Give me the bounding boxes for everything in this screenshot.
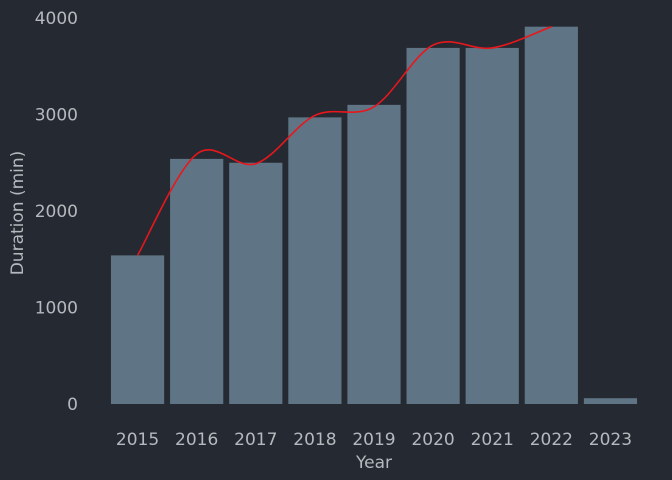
- bar-2020: [406, 47, 460, 405]
- bars-group: [110, 26, 638, 405]
- trend-line: [136, 25, 552, 256]
- x-tick-label-2020: 2020: [411, 430, 454, 450]
- bar-2015: [110, 255, 165, 404]
- x-axis-title: Year: [355, 453, 392, 473]
- x-tick-label-2022: 2022: [530, 430, 573, 450]
- y-tick-label-3000: 3000: [35, 106, 78, 126]
- x-tick-label-2023: 2023: [589, 430, 632, 450]
- y-axis-title: Duration (min): [8, 151, 28, 276]
- bar-2021: [465, 47, 519, 405]
- x-tick-label-2021: 2021: [471, 430, 514, 450]
- bar-2023: [583, 398, 638, 404]
- y-tick-label-1000: 1000: [35, 299, 78, 319]
- x-tick-label-2017: 2017: [234, 430, 277, 450]
- bar-2017: [229, 162, 283, 404]
- y-tick-label-0: 0: [67, 395, 78, 415]
- bar-2019: [347, 104, 401, 404]
- x-tick-labels: 2015 2016 2017 2018 2019 2020 2021 2022 2023: [116, 430, 632, 450]
- x-tick-label-2019: 2019: [352, 430, 395, 450]
- bar-2016: [170, 158, 224, 404]
- y-tick-labels: 0 1000 2000 3000 4000: [35, 9, 78, 415]
- bar-2018: [288, 117, 342, 404]
- y-tick-label-2000: 2000: [35, 202, 78, 222]
- bar-2022: [524, 26, 578, 404]
- x-tick-label-2015: 2015: [116, 430, 159, 450]
- x-tick-label-2016: 2016: [175, 430, 218, 450]
- y-tick-label-4000: 4000: [35, 9, 78, 29]
- x-tick-label-2018: 2018: [293, 430, 336, 450]
